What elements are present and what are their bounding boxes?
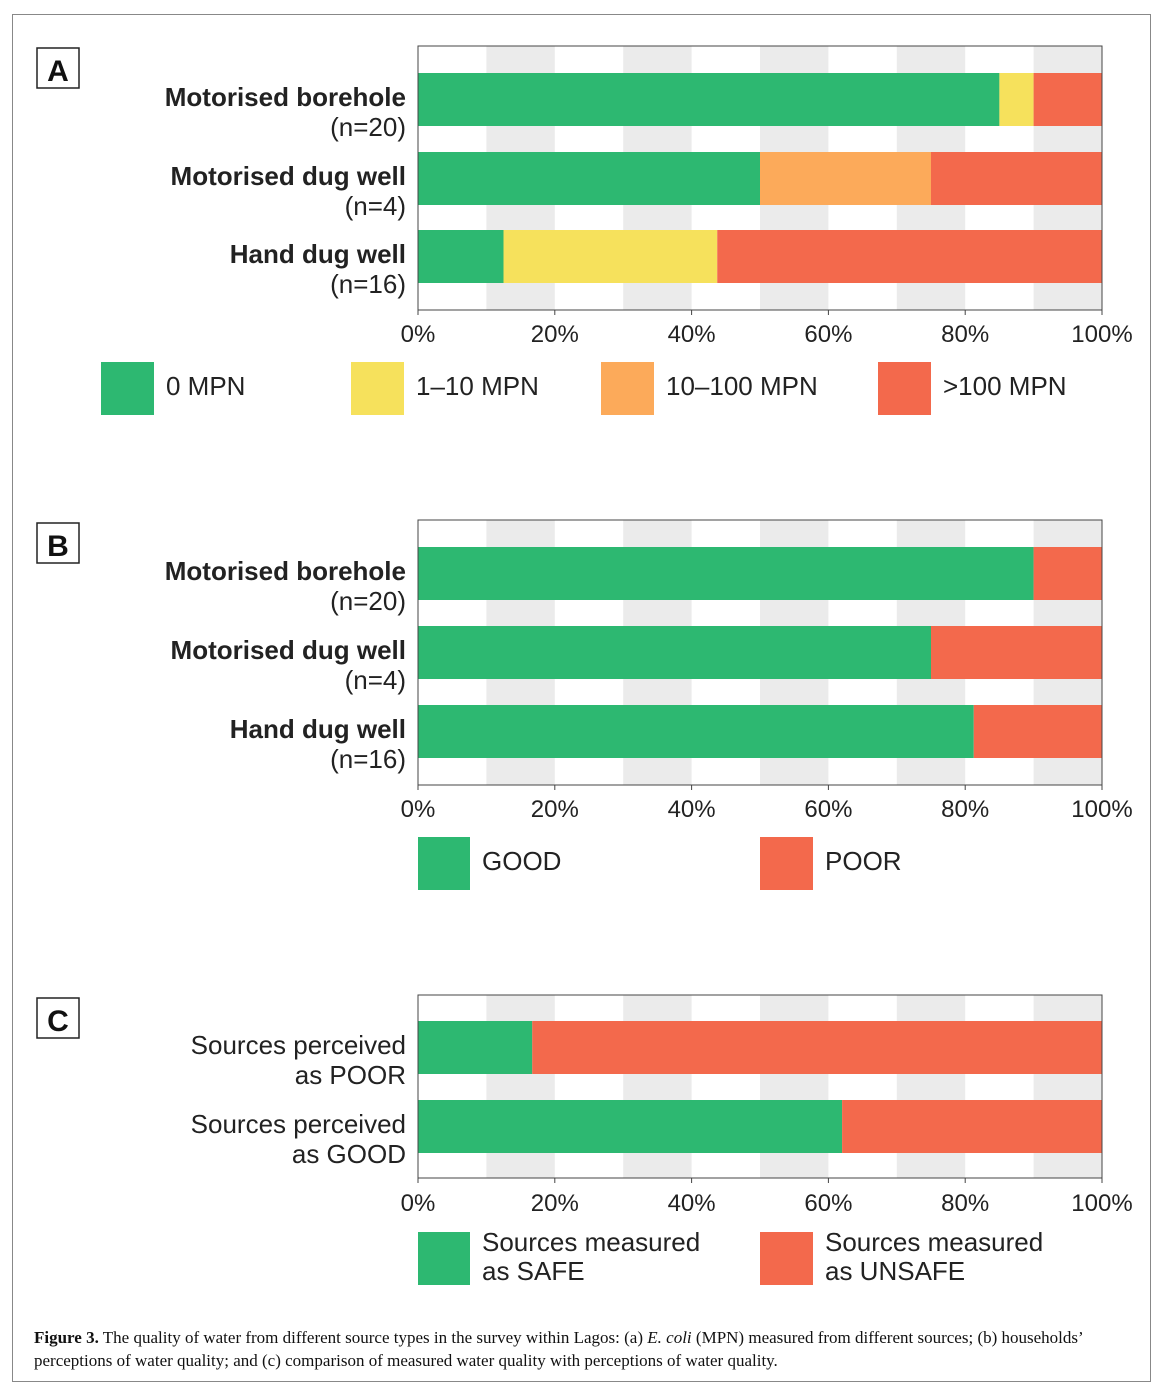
panel-a-letter: A [47, 55, 69, 88]
panel-a-bar-3-seg-1 [418, 230, 504, 283]
panel-b-category-label: Hand dug well [230, 714, 406, 744]
panel-c-bar-2-seg-2 [842, 1100, 1102, 1153]
panel-b-legend-label: GOOD [482, 846, 561, 876]
panel-c-x-tick-label: 0% [401, 1190, 436, 1217]
panel-a-bar-1-seg-1 [418, 73, 1000, 126]
panel-a-category-label: Hand dug well [230, 239, 406, 269]
panel-a-bar-2-seg-1 [418, 152, 760, 205]
figure-frame [12, 14, 1151, 1382]
panel-b-bar-2-seg-1 [418, 626, 931, 679]
panel-b-category-sublabel: (n=16) [330, 744, 406, 774]
panel-c-bar-2-seg-1 [418, 1100, 843, 1153]
panel-b-category-label: Motorised borehole [165, 556, 406, 586]
panel-b-x-tick-label: 80% [941, 796, 989, 823]
panel-c-legend-label: Sources measured [482, 1227, 700, 1257]
panel-c-x-tick-label: 20% [531, 1190, 579, 1217]
caption-ecoli: E. coli [647, 1328, 692, 1347]
panel-a-legend-label: >100 MPN [943, 371, 1067, 401]
panel-b-x-tick-label: 40% [668, 796, 716, 823]
caption-text-1: The quality of water from different sour… [98, 1328, 648, 1347]
panel-b-category-label: Motorised dug well [171, 635, 406, 665]
panel-b-legend-swatch [418, 837, 470, 890]
panel-a-bar-1-seg-4 [1033, 73, 1102, 126]
panel-a-legend-label: 10–100 MPN [666, 371, 818, 401]
panel-c-category-sublabel: as GOOD [292, 1139, 406, 1169]
panel-c-legend-label-line2: as SAFE [482, 1256, 585, 1286]
panel-c-category-sublabel: as POOR [295, 1060, 406, 1090]
panel-a-bar-2-seg-3 [760, 152, 931, 205]
panel-a-bar-3-seg-4 [717, 230, 1102, 283]
panel-a-bar-2-seg-4 [931, 152, 1102, 205]
panel-b-bar-1-seg-2 [1033, 547, 1102, 600]
panel-b-x-tick-label: 100% [1071, 796, 1132, 823]
panel-a-x-tick-label: 40% [668, 321, 716, 348]
panel-b-bar-1-seg-1 [418, 547, 1034, 600]
panel-a-bar-3-seg-2 [503, 230, 718, 283]
panel-a-x-tick-label: 20% [531, 321, 579, 348]
panel-a-legend-swatch [101, 362, 154, 415]
panel-b-bar-3-seg-2 [973, 705, 1102, 758]
panel-a-category-label: Motorised borehole [165, 82, 406, 112]
panel-a-x-tick-label: 60% [804, 321, 852, 348]
panel-a-bar-1-seg-2 [999, 73, 1034, 126]
panel-b-x-tick-label: 20% [531, 796, 579, 823]
panel-b-letter-box [36, 522, 80, 564]
panel-b-legend-label: POOR [825, 846, 902, 876]
panel-c-legend-label-line2: as UNSAFE [825, 1256, 965, 1286]
panel-c-category-label: Sources perceived [191, 1030, 406, 1060]
panel-b-plot-frame [417, 519, 1103, 786]
panel-a-plot-frame [417, 45, 1103, 311]
panel-c-category-label: Sources perceived [191, 1109, 406, 1139]
panel-c-x-tick-label: 100% [1071, 1190, 1132, 1217]
panel-c-bar-1-seg-2 [532, 1021, 1102, 1074]
panel-a-legend-swatch [601, 362, 654, 415]
panel-a-category-label: Motorised dug well [171, 161, 406, 191]
panel-a-legend-label: 1–10 MPN [416, 371, 539, 401]
panel-a-x-tick-label: 100% [1071, 321, 1132, 348]
panel-a-category-sublabel: (n=16) [330, 269, 406, 299]
panel-c-legend-swatch [760, 1232, 813, 1285]
panel-a-legend-swatch [878, 362, 931, 415]
panel-a-legend-label: 0 MPN [166, 371, 245, 401]
panel-c-plot-frame [417, 994, 1103, 1179]
panel-b-bar-3-seg-1 [418, 705, 974, 758]
panel-b-letter: B [47, 530, 69, 563]
panel-c-bar-1-seg-1 [418, 1021, 533, 1074]
panel-c-x-tick-label: 60% [804, 1190, 852, 1217]
figure-caption: Figure 3. The quality of water from diff… [34, 1326, 1144, 1372]
panel-b-x-tick-label: 60% [804, 796, 852, 823]
caption-label: Figure 3. [34, 1328, 99, 1347]
panel-b-bar-2-seg-2 [931, 626, 1102, 679]
panel-c-letter: C [47, 1005, 69, 1038]
panel-b-category-sublabel: (n=4) [345, 665, 406, 695]
panel-b-legend-swatch [760, 837, 813, 890]
panel-c-legend-label: Sources measured [825, 1227, 1043, 1257]
panel-a-category-sublabel: (n=20) [330, 112, 406, 142]
caption-text-2: (MPN) measured from different sources; (… [34, 1328, 1083, 1370]
panel-c-x-tick-label: 80% [941, 1190, 989, 1217]
panel-c-letter-box [36, 997, 80, 1039]
panel-a-x-tick-label: 0% [401, 321, 436, 348]
panel-a-legend-swatch [351, 362, 404, 415]
panel-a-category-sublabel: (n=4) [345, 191, 406, 221]
panel-b-x-tick-label: 0% [401, 796, 436, 823]
panel-b-category-sublabel: (n=20) [330, 586, 406, 616]
panel-a-x-tick-label: 80% [941, 321, 989, 348]
panel-a-letter-box [36, 47, 80, 89]
panel-c-x-tick-label: 40% [668, 1190, 716, 1217]
panel-c-legend-swatch [418, 1232, 470, 1285]
